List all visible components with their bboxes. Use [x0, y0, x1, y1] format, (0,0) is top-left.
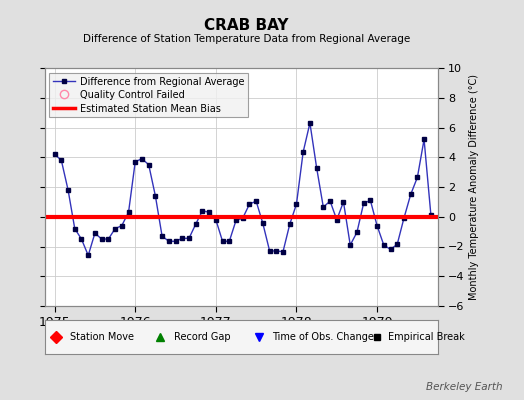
Text: Difference of Station Temperature Data from Regional Average: Difference of Station Temperature Data f… [83, 34, 410, 44]
Text: Record Gap: Record Gap [174, 332, 231, 342]
Y-axis label: Monthly Temperature Anomaly Difference (°C): Monthly Temperature Anomaly Difference (… [468, 74, 478, 300]
Text: Time of Obs. Change: Time of Obs. Change [272, 332, 374, 342]
Legend: Difference from Regional Average, Quality Control Failed, Estimated Station Mean: Difference from Regional Average, Qualit… [49, 73, 248, 118]
Text: Empirical Break: Empirical Break [388, 332, 465, 342]
Text: Station Move: Station Move [70, 332, 134, 342]
Text: CRAB BAY: CRAB BAY [204, 18, 289, 33]
Text: Berkeley Earth: Berkeley Earth [427, 382, 503, 392]
